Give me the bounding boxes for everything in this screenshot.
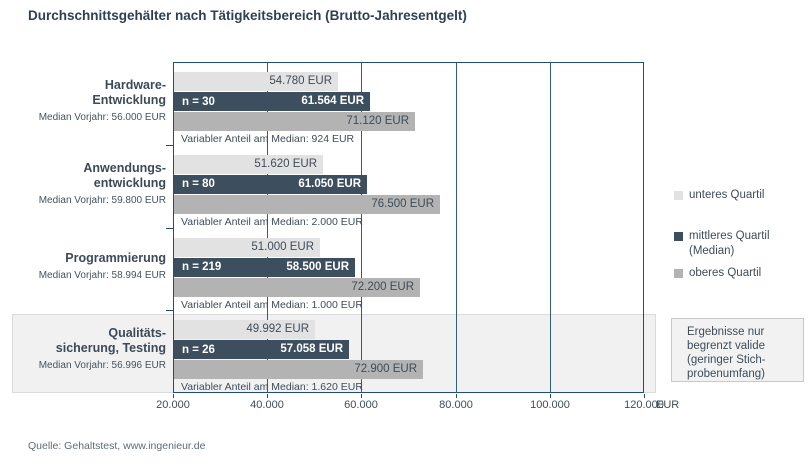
gridline xyxy=(550,63,551,393)
x-tick-label: 60.000 xyxy=(344,399,378,411)
variable-share-caption: Variabler Anteil am Median: 924 EUR xyxy=(181,133,355,145)
bar-value-label: 72.200 EUR xyxy=(351,280,414,293)
bar-lower-quartile: 51.000 EUR xyxy=(174,237,320,257)
legend-swatch-icon xyxy=(674,269,683,278)
x-tick-mark xyxy=(456,394,457,398)
x-tick-mark xyxy=(173,394,174,398)
legend-item: unteres Quartil xyxy=(674,188,770,203)
chart-title: Durchschnittsgehälter nach Tätigkeitsber… xyxy=(28,8,467,23)
category-label: Qualitäts-sicherung, Testing Median Vorja… xyxy=(6,318,166,380)
bar-upper-quartile: 72.200 EUR xyxy=(174,277,420,297)
x-tick-label: 120.000 xyxy=(624,399,664,411)
category-name: Entwicklung xyxy=(92,93,166,107)
category-name: Qualitäts- xyxy=(108,326,166,341)
x-tick-label: 80.000 xyxy=(439,399,473,411)
category-label: Programmierung Median Vorjahr: 58.994 EUR xyxy=(6,236,166,298)
legend-label: unteres Quartil xyxy=(689,189,765,201)
category-name: entwicklung xyxy=(93,175,166,190)
source-text: Quelle: Gehaltstest, www.ingenieur.de xyxy=(28,440,206,452)
bar-value-label: 49.992 EUR xyxy=(246,323,309,336)
legend-swatch-icon xyxy=(674,191,683,200)
category-name: sicherung, Testing xyxy=(55,341,166,356)
bar-value-label: 61.050 EUR xyxy=(298,177,361,190)
category-label: Hardware- Entwicklung Median Vorjahr: 56.0… xyxy=(6,70,166,132)
bar-upper-quartile: 76.500 EUR xyxy=(174,194,440,214)
bar-median-quartile: n = 30 61.564 EUR xyxy=(174,92,370,111)
median-prior-year: Median Vorjahr: 58.994 EUR xyxy=(38,270,166,281)
x-tick-mark xyxy=(267,394,268,398)
variable-share-caption: Variabler Anteil am Median: 1.000 EUR xyxy=(181,298,363,311)
bar-value-label: 54.780 EUR xyxy=(269,75,332,87)
gridline xyxy=(456,63,457,393)
y-axis-tick xyxy=(166,228,173,229)
category-name: Anwendungs- xyxy=(83,160,166,175)
bar-upper-quartile: 71.120 EUR xyxy=(174,112,415,131)
sample-size-label: n = 80 xyxy=(182,178,215,191)
category-label: Anwendungs-entwicklung Median Vorjahr: 59… xyxy=(6,153,166,215)
sample-size-label: n = 26 xyxy=(182,343,215,356)
bar-median-quartile: n = 26 57.058 EUR xyxy=(174,340,349,360)
legend-label: oberes Quartil xyxy=(689,267,762,279)
bar-median-quartile: n = 80 61.050 EUR xyxy=(174,174,367,194)
legend-item: oberes Quartil xyxy=(674,266,770,281)
category-name: Hardware- xyxy=(104,78,166,92)
variable-share-caption: Variabler Anteil am Median: 1.620 EUR xyxy=(181,381,363,394)
median-prior-year: Median Vorjahr: 59.800 EUR xyxy=(38,194,166,206)
x-tick-mark xyxy=(550,394,551,398)
x-axis-unit-label: EUR xyxy=(656,399,680,411)
chart-legend: unteres Quartil mittleres Quartil (Median)… xyxy=(674,188,770,281)
legend-item: mittleres Quartil (Median) xyxy=(674,229,770,259)
bar-value-label: 76.500 EUR xyxy=(371,197,434,210)
y-axis-tick xyxy=(166,310,173,311)
x-tick-mark xyxy=(644,394,645,398)
gridline xyxy=(361,63,362,393)
y-axis-tick xyxy=(166,145,173,146)
bar-lower-quartile: 54.780 EUR xyxy=(174,72,338,91)
legend-swatch-icon xyxy=(674,232,683,241)
x-tick-label: 40.000 xyxy=(250,399,284,411)
bar-value-label: 72.900 EUR xyxy=(354,363,417,376)
bar-lower-quartile: 49.992 EUR xyxy=(174,320,315,340)
validity-note-box: Ergebnisse nur begrenzt valide (geringer S… xyxy=(671,318,804,382)
bar-value-label: 61.564 EUR xyxy=(301,95,364,107)
bar-lower-quartile: 51.620 EUR xyxy=(174,154,323,174)
category-name: Programmierung xyxy=(65,251,166,265)
sample-size-label: n = 30 xyxy=(182,95,215,108)
bar-upper-quartile: 72.900 EUR xyxy=(174,360,423,380)
median-prior-year: Median Vorjahr: 56.996 EUR xyxy=(38,360,166,372)
bar-value-label: 51.000 EUR xyxy=(251,240,314,253)
bar-value-label: 58.500 EUR xyxy=(286,260,349,273)
legend-label: mittleres Quartil (Median) xyxy=(689,230,770,257)
bar-value-label: 51.620 EUR xyxy=(254,157,317,170)
bar-value-label: 71.120 EUR xyxy=(346,115,409,127)
x-tick-mark xyxy=(361,394,362,398)
sample-size-label: n = 219 xyxy=(182,261,222,273)
variable-share-caption: Variabler Anteil am Median: 2.000 EUR xyxy=(181,215,363,228)
x-tick-label: 20.000 xyxy=(156,399,190,411)
gridline xyxy=(267,63,268,393)
bar-median-quartile: n = 219 58.500 EUR xyxy=(174,257,355,277)
median-prior-year: Median Vorjahr: 56.000 EUR xyxy=(38,112,166,123)
bar-value-label: 57.058 EUR xyxy=(280,343,343,356)
x-tick-label: 100.000 xyxy=(530,399,570,411)
